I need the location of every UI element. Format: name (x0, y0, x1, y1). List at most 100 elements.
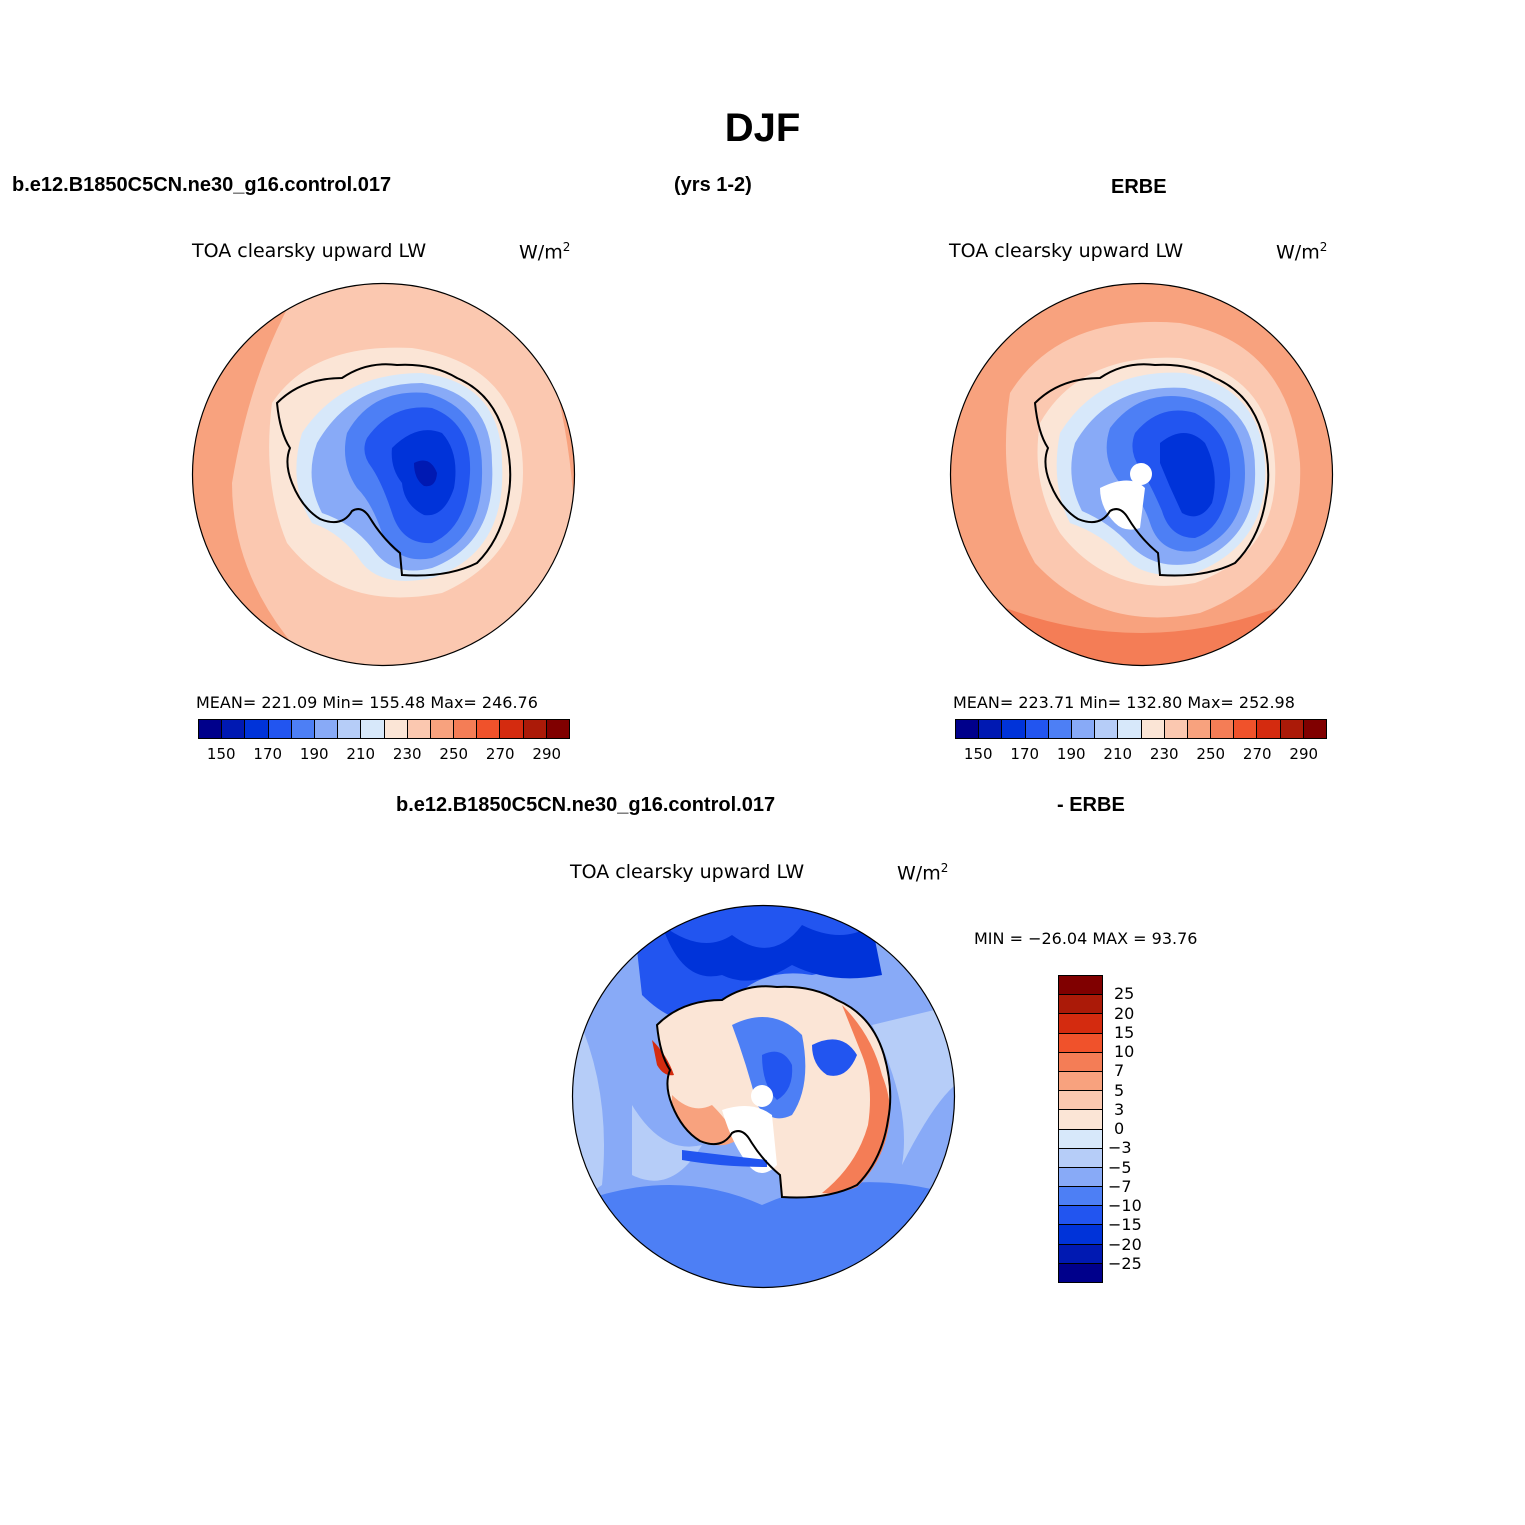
colorbar-tick-label: 3 (1114, 1099, 1125, 1119)
colorbar-swatch (1059, 1110, 1102, 1130)
panel2-stats: MEAN= 223.71 Min= 132.80 Max= 252.98 (953, 693, 1295, 712)
colorbar-swatch (199, 720, 223, 738)
colorbar-swatch (291, 720, 315, 738)
colorbar-swatch (1257, 720, 1281, 738)
panel1-colorbar-labels: 150 170 190 210 230 250 270 290 (198, 745, 570, 765)
colorbar-swatch (1059, 976, 1102, 996)
colorbar-tick-label: 290 (532, 745, 562, 763)
colorbar-tick-label: −3 (1108, 1138, 1132, 1158)
colorbar-swatch (477, 720, 501, 738)
colorbar-tick-label: 250 (1196, 745, 1226, 763)
colorbar-tick-label: −7 (1108, 1176, 1132, 1196)
colorbar-swatch (268, 720, 292, 738)
colorbar-tick-label: 150 (206, 745, 236, 763)
colorbar-swatch (1118, 720, 1142, 738)
colorbar-swatch (546, 720, 569, 738)
colorbar-swatch (1059, 1033, 1102, 1053)
colorbar-swatch (1211, 720, 1235, 738)
panel2-colorbar-labels: 150 170 190 210 230 250 270 290 (955, 745, 1327, 765)
colorbar-swatch (407, 720, 431, 738)
colorbar-tick-label: −20 (1108, 1234, 1142, 1254)
colorbar-tick-label: 0 (1114, 1119, 1125, 1138)
colorbar-tick-label: 10 (1114, 1042, 1135, 1061)
colorbar-swatch (979, 720, 1003, 738)
colorbar-swatch (361, 720, 385, 738)
colorbar-swatch (1059, 1244, 1102, 1264)
colorbar-tick-label: 7 (1114, 1061, 1125, 1081)
colorbar-swatch (1059, 1129, 1102, 1149)
colorbar-swatch (1071, 720, 1096, 738)
colorbar-tick-label: 190 (299, 745, 329, 763)
colorbar-tick-label: −10 (1108, 1196, 1142, 1215)
colorbar-swatch (222, 720, 246, 738)
colorbar-swatch (1048, 720, 1072, 738)
colorbar-tick-label: 270 (1242, 745, 1272, 763)
colorbar-swatch (1059, 1263, 1102, 1282)
colorbar-tick-label: 230 (1149, 745, 1179, 763)
colorbar-swatch (1025, 720, 1049, 738)
panel2-units: W/m2 (1276, 240, 1328, 264)
colorbar-swatch (1059, 1014, 1102, 1034)
colorbar-swatch (245, 720, 269, 738)
colorbar-swatch (454, 720, 478, 738)
panel2-obs-map (949, 282, 1334, 667)
colorbar-swatch (1303, 720, 1326, 738)
colorbar-swatch (1234, 720, 1258, 738)
colorbar-swatch (1059, 1225, 1102, 1245)
panel1-colorbar (198, 719, 570, 739)
colorbar-tick-label: 210 (1103, 745, 1133, 763)
diff-case-name-label: b.e12.B1850C5CN.ne30_g16.control.017 (396, 794, 776, 816)
colorbar-tick-label: 170 (1010, 745, 1040, 763)
colorbar-swatch (1059, 1148, 1102, 1168)
colorbar-swatch (338, 720, 362, 738)
colorbar-tick-label: −5 (1108, 1157, 1132, 1177)
colorbar-swatch (1059, 1091, 1102, 1111)
figure-title: DJF (724, 106, 801, 150)
colorbar-tick-label: −25 (1108, 1253, 1142, 1273)
colorbar-swatch (314, 720, 339, 738)
diff-units: W/m2 (897, 861, 949, 885)
colorbar-tick-label: −15 (1108, 1215, 1142, 1235)
colorbar-swatch (1059, 995, 1102, 1015)
panel2-variable-title: TOA clearsky upward LW (949, 240, 1184, 262)
colorbar-swatch (1059, 1187, 1102, 1207)
diff-variable-title: TOA clearsky upward LW (570, 861, 805, 883)
colorbar-swatch (1280, 720, 1304, 738)
colorbar-swatch (956, 720, 980, 738)
colorbar-swatch (523, 720, 547, 738)
colorbar-tick-label: 25 (1114, 984, 1135, 1004)
panel2-colorbar (955, 719, 1327, 739)
colorbar-tick-label: 5 (1114, 1080, 1125, 1100)
panel1-model-map (191, 282, 576, 667)
colorbar-swatch (1141, 720, 1165, 738)
colorbar-swatch (500, 720, 524, 738)
colorbar-swatch (1059, 1052, 1102, 1072)
diff-map (571, 904, 956, 1289)
case-name-label: b.e12.B1850C5CN.ne30_g16.control.017 (12, 174, 392, 196)
colorbar-swatch (430, 720, 455, 738)
colorbar-tick-label: 20 (1114, 1003, 1135, 1023)
colorbar-swatch (1059, 1206, 1102, 1226)
colorbar-tick-label: 290 (1289, 745, 1319, 763)
diff-colorbar-labels: 25 20 15 10 7 5 3 0 −3 −5 −7 −10 −15 −20 −25 (1108, 975, 1168, 1283)
panel1-stats: MEAN= 221.09 Min= 155.48 Max= 246.76 (196, 693, 538, 712)
colorbar-tick-label: 190 (1056, 745, 1086, 763)
colorbar-tick-label: 270 (485, 745, 515, 763)
colorbar-swatch (1059, 1167, 1102, 1188)
colorbar-swatch (1059, 1071, 1102, 1092)
colorbar-tick-label: 170 (253, 745, 283, 763)
panel1-variable-title: TOA clearsky upward LW (192, 240, 427, 262)
colorbar-tick-label: 15 (1114, 1022, 1135, 1042)
colorbar-swatch (1187, 720, 1212, 738)
colorbar-tick-label: 230 (392, 745, 422, 763)
colorbar-tick-label: 250 (439, 745, 469, 763)
colorbar-tick-label: 150 (963, 745, 993, 763)
colorbar-swatch (384, 720, 408, 738)
diff-obs-label: - ERBE (1057, 794, 1125, 816)
diff-minmax: MIN = −26.04 MAX = 93.76 (974, 929, 1198, 948)
colorbar-swatch (1002, 720, 1026, 738)
diff-colorbar (1058, 975, 1103, 1283)
obs-name-label: ERBE (1111, 176, 1167, 198)
panel1-units: W/m2 (519, 240, 571, 264)
years-label: (yrs 1-2) (674, 174, 752, 196)
